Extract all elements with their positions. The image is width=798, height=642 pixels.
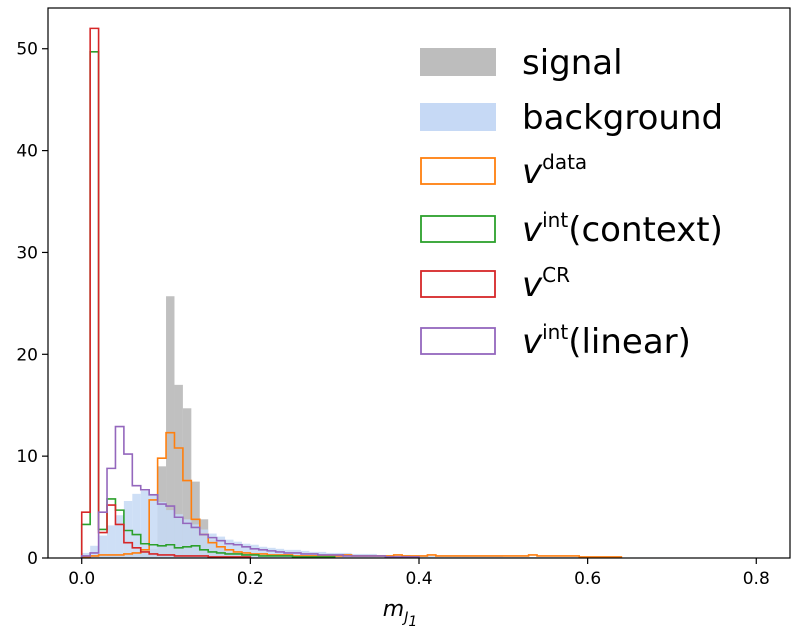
background-bar [284, 549, 293, 558]
x-axis-label: mJ1 [383, 597, 418, 630]
signal-bar [166, 296, 175, 558]
background-bar [191, 524, 200, 558]
legend-label: vint(context) [522, 208, 723, 250]
legend-item-v-int-linear: vint(linear) [420, 320, 691, 362]
legend-label: background [522, 98, 723, 138]
x-tick-label: 0.4 [405, 569, 432, 589]
signal-bar [182, 408, 192, 558]
legend-label: vint(linear) [522, 320, 691, 362]
background-bar [132, 493, 141, 558]
x-ticks: 0.0 0.2 0.4 0.6 0.8 [68, 558, 770, 589]
v-int-linear-step-line [80, 425, 420, 558]
background-bar [233, 541, 242, 558]
v-cr-step-line [80, 27, 252, 558]
x-tick-label: 0.2 [237, 569, 264, 589]
legend-label: vdata [522, 150, 587, 192]
y-tick-label: 20 [16, 345, 38, 365]
legend-swatch [420, 103, 496, 131]
background-bar [435, 555, 445, 558]
background-bar [140, 490, 150, 558]
signal-bar [174, 384, 183, 558]
background-bar [149, 493, 158, 558]
background-bar [478, 556, 487, 558]
v-data-step-line [80, 431, 623, 558]
legend-swatch [420, 215, 496, 243]
y-tick-label: 30 [16, 243, 38, 263]
background-bar [107, 525, 116, 558]
background-bar [427, 555, 436, 558]
y-tick-label: 0 [27, 549, 38, 569]
legend-item-v-int-context: vint(context) [420, 208, 723, 250]
legend-label: vCR [522, 263, 570, 305]
step-histograms [80, 27, 623, 558]
v-int-context-step-line [80, 50, 336, 558]
legend-item-signal: signal [420, 43, 623, 83]
background-bar [486, 556, 495, 558]
legend-item-background: background [420, 98, 723, 138]
background-bar [115, 515, 124, 558]
background-bar [258, 546, 268, 558]
background-bar [309, 551, 318, 558]
legend-item-v-data: vdata [420, 150, 587, 192]
x-tick-label: 0.0 [68, 569, 95, 589]
background-bar [182, 519, 192, 558]
y-tick-label: 40 [16, 142, 38, 162]
background-bar [461, 555, 470, 558]
legend-swatch [420, 327, 496, 355]
legend-label: signal [522, 43, 623, 83]
x-tick-label: 0.6 [574, 569, 601, 589]
legend-swatch [420, 270, 496, 298]
y-tick-label: 50 [16, 40, 38, 60]
background-bar [166, 510, 175, 558]
background-bar [444, 555, 453, 558]
background-bar [267, 547, 276, 558]
background-bar [157, 501, 167, 558]
y-ticks: 0 10 20 30 40 50 [16, 40, 48, 569]
legend-item-v-cr: vCR [420, 263, 570, 305]
background-bar [275, 548, 285, 558]
background-bar [90, 545, 99, 558]
background-bar [123, 500, 133, 558]
legend-swatch [420, 48, 496, 76]
legend-swatch [420, 157, 496, 185]
background-bar [250, 544, 259, 558]
background-bar [494, 556, 504, 558]
background-bar [452, 555, 462, 558]
x-tick-label: 0.8 [743, 569, 770, 589]
background-bar [469, 556, 479, 558]
background-bar [241, 543, 251, 558]
y-tick-label: 10 [16, 447, 38, 467]
background-bar [292, 549, 301, 558]
background-bar [98, 535, 108, 558]
background-bar [419, 555, 428, 558]
legend: signal background vdata vint(context) vCR vin… [420, 43, 723, 362]
background-bar [174, 514, 183, 558]
background-bar [225, 539, 234, 558]
background-bar [199, 529, 209, 558]
background-bar [208, 533, 217, 558]
